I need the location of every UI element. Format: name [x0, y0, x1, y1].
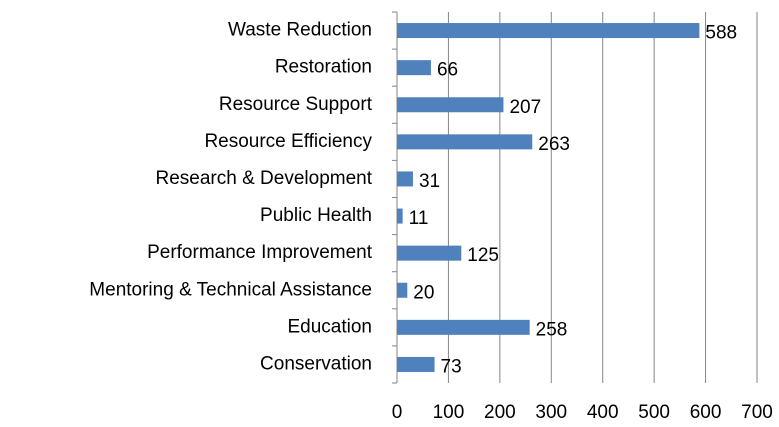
- y-tick-label: Education: [287, 316, 372, 337]
- bar: [397, 171, 413, 187]
- y-tick-label: Resource Support: [219, 94, 373, 115]
- x-tick-label: 400: [587, 402, 619, 423]
- y-tick-label: Public Health: [260, 205, 372, 226]
- bar: [397, 60, 431, 76]
- x-tick-label: 500: [638, 402, 670, 423]
- x-tick-label: 200: [484, 402, 516, 423]
- data-label: 263: [538, 134, 570, 155]
- y-tick-label: Waste Reduction: [228, 20, 372, 41]
- x-tick-label: 700: [741, 402, 773, 423]
- bar: [397, 23, 700, 39]
- x-tick-label: 600: [690, 402, 722, 423]
- bar: [397, 134, 533, 150]
- x-tick-label: 100: [433, 402, 465, 423]
- data-label: 588: [705, 23, 737, 44]
- x-tick-label: 300: [535, 402, 567, 423]
- data-label: 73: [441, 356, 462, 377]
- y-tick-label: Conservation: [260, 353, 372, 374]
- bar: [397, 356, 435, 372]
- bar: [397, 97, 504, 113]
- bar: [397, 245, 462, 261]
- data-label: 125: [467, 245, 499, 266]
- y-tick-label: Performance Improvement: [147, 242, 373, 263]
- bar: [397, 208, 403, 224]
- data-label: 258: [536, 319, 568, 340]
- y-tick-label: Research & Development: [156, 168, 373, 189]
- data-label: 20: [413, 282, 434, 303]
- bar: [397, 282, 408, 298]
- y-tick-label: Resource Efficiency: [204, 131, 372, 152]
- data-label: 31: [419, 171, 440, 192]
- bar: [397, 319, 530, 335]
- x-tick-label: 0: [392, 402, 403, 423]
- data-label: 11: [409, 208, 429, 229]
- data-label: 66: [437, 60, 458, 81]
- y-tick-label: Mentoring & Technical Assistance: [89, 279, 372, 300]
- data-label: 207: [509, 97, 541, 118]
- y-tick-label: Restoration: [275, 57, 372, 78]
